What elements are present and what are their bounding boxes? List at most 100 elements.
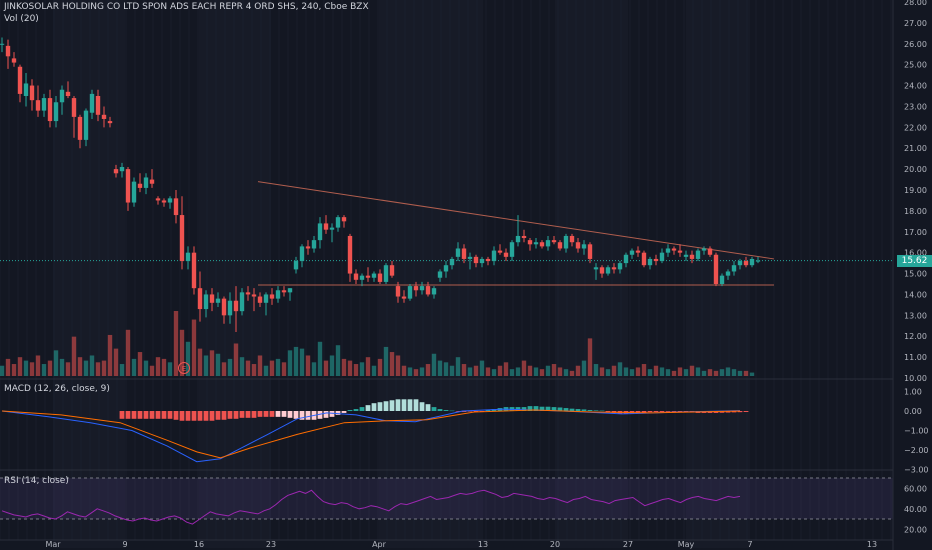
candle-body bbox=[557, 242, 563, 249]
volume-bar bbox=[347, 360, 353, 376]
candle-body bbox=[515, 235, 521, 243]
price-axis-tick: 11.00 bbox=[904, 353, 927, 362]
candle-body bbox=[677, 250, 683, 253]
volume-bar bbox=[113, 348, 119, 376]
macd-histogram-bar bbox=[575, 409, 581, 411]
macd-axis-tick: 0.00 bbox=[904, 407, 922, 416]
candle-body bbox=[221, 298, 227, 316]
price-axis-tick: 14.00 bbox=[904, 290, 927, 299]
candle-body bbox=[659, 252, 665, 262]
macd-histogram-bar bbox=[413, 399, 419, 411]
candle-body bbox=[359, 275, 365, 280]
volume-bar bbox=[641, 364, 647, 376]
macd-histogram-bar bbox=[173, 411, 179, 420]
candle-body bbox=[71, 98, 77, 117]
volume-bar bbox=[269, 360, 275, 376]
volume-bar bbox=[173, 311, 179, 376]
volume-bar bbox=[41, 364, 47, 376]
volume-bar bbox=[551, 364, 557, 376]
volume-bar bbox=[437, 360, 443, 376]
volume-bar bbox=[5, 358, 11, 376]
volume-bar bbox=[83, 360, 89, 376]
volume-bar bbox=[335, 345, 341, 376]
macd-histogram-bar bbox=[221, 411, 227, 420]
candle-body bbox=[287, 288, 293, 293]
volume-bar bbox=[425, 364, 431, 376]
volume-bar bbox=[293, 346, 299, 376]
macd-histogram-bar bbox=[305, 411, 311, 420]
volume-bar bbox=[683, 369, 689, 376]
candle-body bbox=[449, 258, 455, 266]
macd-histogram-bar bbox=[347, 410, 353, 411]
rsi-axis-tick: 20.00 bbox=[904, 525, 927, 534]
volume-bar bbox=[221, 362, 227, 376]
macd-histogram-bar bbox=[731, 411, 737, 413]
candle-body bbox=[749, 258, 755, 266]
volume-bar bbox=[305, 355, 311, 376]
macd-histogram-bar bbox=[671, 411, 677, 412]
macd-histogram-bar bbox=[281, 411, 287, 417]
candle-body bbox=[341, 217, 347, 222]
volume-bar bbox=[461, 364, 467, 376]
candle-body bbox=[263, 294, 269, 303]
volume-bar bbox=[671, 370, 677, 376]
macd-histogram-bar bbox=[737, 411, 743, 413]
candle-body bbox=[11, 58, 17, 63]
candle-body bbox=[401, 296, 407, 299]
candle-body bbox=[467, 256, 473, 259]
candle-body bbox=[653, 258, 659, 262]
macd-histogram-bar bbox=[551, 407, 557, 411]
volume-bar bbox=[581, 360, 587, 376]
volume-bar bbox=[281, 362, 287, 376]
macd-histogram-bar bbox=[335, 411, 341, 415]
macd-histogram-bar bbox=[437, 409, 443, 411]
volume-bar bbox=[629, 369, 635, 376]
candle-body bbox=[29, 85, 35, 101]
volume-bar bbox=[23, 360, 29, 376]
macd-histogram-bar bbox=[353, 409, 359, 411]
candle-body bbox=[599, 267, 605, 274]
volume-bar bbox=[401, 365, 407, 376]
volume-legend: Vol (20) bbox=[4, 14, 39, 24]
macd-histogram-bar bbox=[473, 411, 479, 412]
volume-bar bbox=[713, 370, 719, 376]
price-axis-tick: 27.00 bbox=[904, 19, 927, 28]
candle-body bbox=[203, 294, 209, 310]
candle-body bbox=[257, 296, 263, 303]
volume-bar bbox=[719, 369, 725, 376]
signal-line bbox=[1, 409, 741, 459]
candle-body bbox=[233, 300, 239, 312]
time-axis-tick: 16 bbox=[194, 540, 204, 549]
price-axis-tick: 25.00 bbox=[904, 61, 927, 70]
macd-histogram-bar bbox=[227, 411, 233, 419]
candle-body bbox=[455, 248, 461, 257]
candle-body bbox=[647, 258, 653, 266]
volume-bar bbox=[545, 365, 551, 376]
macd-legend: MACD (12, 26, close, 9) bbox=[4, 384, 110, 394]
macd-histogram-bar bbox=[593, 410, 599, 411]
macd-histogram-bar bbox=[485, 410, 491, 411]
price-axis-tick: 26.00 bbox=[904, 40, 927, 49]
volume-bar bbox=[395, 355, 401, 376]
price-axis-tick: 13.00 bbox=[904, 311, 927, 320]
candle-body bbox=[383, 265, 389, 282]
volume-bar bbox=[71, 336, 77, 376]
macd-histogram-bar bbox=[569, 408, 575, 411]
rsi-axis-tick: 60.00 bbox=[904, 484, 927, 493]
volume-bar bbox=[287, 350, 293, 376]
volume-bar bbox=[731, 369, 737, 376]
candle-body bbox=[5, 45, 11, 57]
volume-bar bbox=[467, 367, 473, 376]
macd-histogram-bar bbox=[539, 406, 545, 411]
volume-bar bbox=[203, 355, 209, 376]
candle-body bbox=[305, 246, 311, 249]
candle-body bbox=[491, 250, 497, 262]
volume-bar bbox=[149, 365, 155, 376]
candle-body bbox=[95, 96, 101, 115]
earnings-event-icon[interactable]: E bbox=[178, 362, 190, 374]
candle-body bbox=[371, 273, 377, 278]
macd-histogram-bar bbox=[215, 411, 221, 420]
candle-body bbox=[311, 240, 317, 249]
candle-body bbox=[413, 286, 419, 291]
candle-body bbox=[725, 271, 731, 276]
